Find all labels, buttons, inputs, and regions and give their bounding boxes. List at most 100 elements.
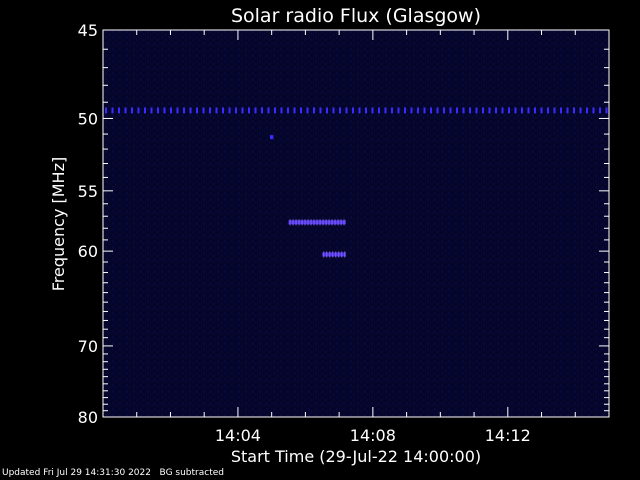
interference-line-segment bbox=[293, 107, 296, 114]
radio-burst-pixel bbox=[329, 251, 331, 258]
interference-line-segment bbox=[300, 107, 302, 114]
plot-frame bbox=[102, 29, 610, 418]
interference-line-segment bbox=[326, 107, 328, 114]
radio-burst-pixel bbox=[343, 219, 345, 226]
interference-line-segment bbox=[235, 107, 237, 114]
radio-burst-pixel bbox=[292, 219, 294, 226]
interference-line-segment bbox=[150, 107, 153, 114]
interference-line-segment bbox=[365, 107, 367, 114]
interference-line-segment bbox=[111, 107, 114, 114]
interference-line-segment bbox=[469, 107, 471, 114]
interference-line-segment bbox=[586, 107, 588, 114]
y-tick-label: 80 bbox=[78, 408, 98, 427]
y-tick-label: 70 bbox=[78, 337, 98, 356]
interference-line-segment bbox=[274, 107, 276, 114]
interference-line-segment bbox=[306, 107, 309, 114]
interference-line-segment bbox=[137, 107, 140, 114]
interference-line-segment bbox=[105, 107, 107, 114]
interference-line-segment bbox=[501, 107, 504, 114]
interference-line-segment bbox=[209, 107, 211, 114]
x-axis-label: Start Time (29-Jul-22 14:00:00) bbox=[231, 447, 481, 466]
interference-line-segment bbox=[215, 107, 218, 114]
interference-line-segment bbox=[267, 107, 270, 114]
interference-line-segment bbox=[345, 107, 348, 114]
interference-line-segment bbox=[482, 107, 484, 114]
interference-line-segment bbox=[475, 107, 478, 114]
radio-burst-pixel bbox=[323, 251, 325, 258]
spectrogram-features bbox=[105, 107, 608, 258]
interference-line-segment bbox=[547, 107, 549, 114]
radio-burst-pixel bbox=[298, 219, 300, 226]
interference-line-segment bbox=[371, 107, 374, 114]
interference-line-segment bbox=[553, 107, 556, 114]
x-axis: 14:04 14:08 14:12 bbox=[102, 30, 610, 445]
radio-burst-pixel bbox=[331, 219, 333, 226]
radio-burst-pixel bbox=[340, 219, 342, 226]
interference-line-segment bbox=[358, 107, 361, 114]
radio-burst-pixel bbox=[301, 219, 303, 226]
interference-line-segment bbox=[410, 107, 413, 114]
radio-burst-pixel bbox=[332, 251, 334, 258]
radio-burst-pixel bbox=[328, 219, 330, 226]
y-tick-label: 55 bbox=[78, 182, 98, 201]
radio-burst-pixel bbox=[304, 219, 306, 226]
interference-line-segment bbox=[534, 107, 536, 114]
interference-line-segment bbox=[488, 107, 491, 114]
interference-line-segment bbox=[449, 107, 452, 114]
interference-line-segment bbox=[573, 107, 575, 114]
y-tick-label: 45 bbox=[78, 21, 98, 40]
interference-line-segment bbox=[131, 107, 133, 114]
update-footer: Updated Fri Jul 29 14:31:30 2022 BG subt… bbox=[2, 468, 224, 478]
interference-line-segment bbox=[313, 107, 315, 114]
interference-line-segment bbox=[189, 107, 192, 114]
interference-line-segment bbox=[332, 107, 335, 114]
interference-line-segment bbox=[261, 107, 263, 114]
interference-line-segment bbox=[540, 107, 543, 114]
radio-burst-pixel bbox=[326, 251, 328, 258]
radio-burst-pixel bbox=[310, 219, 312, 226]
interference-line-segment bbox=[417, 107, 419, 114]
interference-line-segment bbox=[170, 107, 172, 114]
radio-burst-pixel bbox=[337, 219, 339, 226]
interference-line-segment bbox=[222, 107, 224, 114]
interference-line-segment bbox=[287, 107, 289, 114]
radio-burst-pixel bbox=[307, 219, 309, 226]
interference-line-segment bbox=[176, 107, 179, 114]
interference-line-segment bbox=[378, 107, 380, 114]
interference-line-segment bbox=[495, 107, 497, 114]
x-tick-label: 14:08 bbox=[350, 426, 396, 445]
interference-line-segment bbox=[397, 107, 400, 114]
interference-line-segment bbox=[605, 107, 608, 114]
interference-line-segment bbox=[124, 107, 127, 114]
interference-line-segment bbox=[183, 107, 185, 114]
radio-burst-pixel bbox=[313, 219, 315, 226]
radio-burst-pixel bbox=[295, 219, 297, 226]
interference-line-segment bbox=[163, 107, 166, 114]
radio-burst-pixel bbox=[341, 251, 343, 258]
interference-line-segment bbox=[384, 107, 387, 114]
interference-line-segment bbox=[430, 107, 432, 114]
interference-line-segment bbox=[404, 107, 406, 114]
interference-line-segment bbox=[202, 107, 205, 114]
chart-title: Solar radio Flux (Glasgow) bbox=[231, 5, 481, 27]
interference-line-segment bbox=[436, 107, 439, 114]
radio-burst-pixel bbox=[322, 219, 324, 226]
interference-line-segment bbox=[456, 107, 458, 114]
radio-burst-pixel bbox=[316, 219, 318, 226]
interference-line-segment bbox=[144, 107, 146, 114]
radio-burst-pixel bbox=[338, 251, 340, 258]
interference-line-segment bbox=[462, 107, 465, 114]
y-tick-label: 60 bbox=[78, 242, 98, 261]
x-tick-label: 14:04 bbox=[215, 426, 261, 445]
interference-line-segment bbox=[592, 107, 595, 114]
radio-burst bbox=[322, 252, 346, 257]
interference-line-segment bbox=[566, 107, 569, 114]
interference-line-segment bbox=[280, 107, 283, 114]
interference-line-segment bbox=[241, 107, 244, 114]
y-tick-label: 50 bbox=[78, 109, 98, 128]
interference-line-segment bbox=[514, 107, 517, 114]
interference-line-segment bbox=[508, 107, 510, 114]
x-tick-label: 14:12 bbox=[485, 426, 531, 445]
radio-burst-pixel bbox=[325, 219, 327, 226]
